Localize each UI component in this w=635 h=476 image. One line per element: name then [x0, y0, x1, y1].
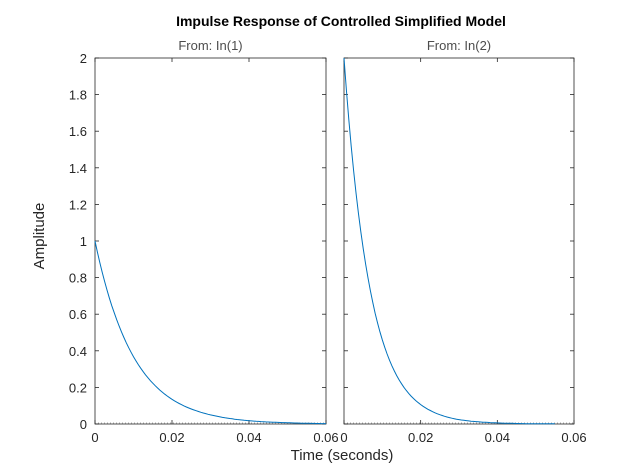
y-axis-label: Amplitude	[31, 203, 48, 270]
panel-2: From: In(2) 0 0.02 0.04 0.06	[340, 38, 586, 445]
series-line	[94, 240, 326, 425]
series-line	[343, 57, 555, 425]
y-tick-label: 1.4	[69, 161, 87, 176]
axes-box	[343, 57, 575, 425]
y-tick-label: 0.8	[69, 271, 87, 286]
panel-title: From: In(1)	[178, 38, 242, 53]
panels: From: In(1)00.20.40.60.811.21.41.61.820 0…	[69, 38, 587, 445]
x-tick-label: 0.06	[313, 430, 338, 445]
chart-title: Impulse Response of Controlled Simplifie…	[176, 13, 506, 29]
axes-box	[94, 57, 327, 425]
x-tick-label: 0.06	[561, 430, 586, 445]
y-tick-label: 1.6	[69, 124, 87, 139]
x-tick-label: 0	[91, 430, 98, 445]
x-tick-label: 0.02	[408, 430, 433, 445]
y-tick-label: 0.2	[69, 380, 87, 395]
panel-1: From: In(1) 0 0.2 0.4 0.6 0.8 1 1.2 1.4 1.6 1.8 2 0 0…	[69, 38, 339, 445]
x-tick-label: 0.02	[159, 430, 184, 445]
y-tick-label: 1.8	[69, 88, 87, 103]
panel-title: From: In(2)	[427, 38, 491, 53]
x-tick-label: 0	[340, 430, 347, 445]
x-axis-label: Time (seconds)	[291, 447, 394, 464]
x-tick-label: 0.04	[485, 430, 510, 445]
y-tick-label: 0.6	[69, 307, 87, 322]
y-tick-label: 1	[80, 234, 87, 249]
y-tick-label: 0	[80, 417, 87, 432]
y-tick-label: 2	[80, 51, 87, 66]
y-tick-label: 0.4	[69, 344, 87, 359]
x-tick-label: 0.04	[236, 430, 261, 445]
y-tick-label: 1.2	[69, 197, 87, 212]
